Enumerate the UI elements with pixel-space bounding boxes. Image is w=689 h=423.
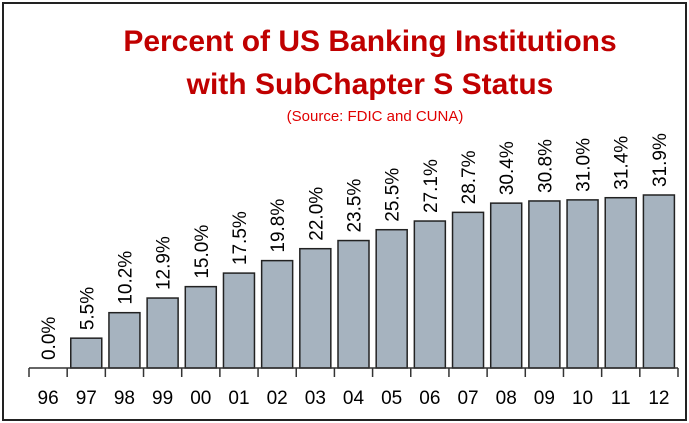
chart-title: Percent of US Banking Institutions with … bbox=[123, 25, 617, 101]
bar bbox=[108, 311, 141, 369]
x-tick-label: 99 bbox=[152, 388, 173, 409]
x-tick-label: 98 bbox=[114, 388, 135, 409]
x-tick-label: 11 bbox=[611, 388, 631, 409]
bar bbox=[489, 202, 523, 369]
bar bbox=[299, 247, 332, 369]
value-label: 31.0% bbox=[574, 138, 595, 192]
bar bbox=[566, 199, 599, 369]
value-label: 31.4% bbox=[612, 136, 633, 190]
bar bbox=[146, 297, 179, 369]
x-tick-label: 00 bbox=[190, 388, 211, 409]
bar bbox=[413, 220, 447, 369]
value-label: 0.0% bbox=[39, 317, 60, 360]
bar bbox=[184, 285, 218, 369]
x-tick-label: 05 bbox=[381, 388, 402, 409]
x-tick-label: 07 bbox=[457, 388, 478, 409]
x-tick-label: 03 bbox=[305, 388, 326, 409]
x-tick-label: 01 bbox=[228, 388, 249, 409]
x-tick-label: 02 bbox=[267, 388, 288, 409]
value-label: 31.9% bbox=[650, 133, 671, 187]
x-tick-label: 96 bbox=[38, 388, 59, 409]
value-label: 30.8% bbox=[535, 139, 556, 193]
chart-subtitle: (Source: FDIC and CUNA) bbox=[286, 108, 464, 125]
bar bbox=[222, 272, 256, 369]
bar bbox=[604, 196, 637, 369]
value-label: 22.0% bbox=[306, 187, 327, 241]
value-label: 12.9% bbox=[154, 236, 175, 290]
bar bbox=[375, 228, 408, 369]
value-label: 10.2% bbox=[115, 251, 136, 305]
x-tick-label: 08 bbox=[496, 388, 517, 409]
value-label: 28.7% bbox=[459, 150, 480, 204]
x-tick-label: 10 bbox=[572, 388, 593, 409]
bar bbox=[70, 337, 103, 369]
x-tick-label: 04 bbox=[343, 388, 365, 409]
value-label: 30.4% bbox=[497, 141, 518, 195]
x-tick-label: 12 bbox=[648, 388, 669, 409]
x-tick-label: 97 bbox=[76, 388, 97, 409]
value-label: 17.5% bbox=[230, 211, 251, 265]
value-label: 15.0% bbox=[192, 225, 213, 279]
bar bbox=[528, 200, 561, 369]
bar bbox=[642, 194, 676, 369]
value-label: 25.5% bbox=[383, 168, 404, 222]
bar bbox=[451, 211, 485, 369]
value-label: 23.5% bbox=[345, 179, 366, 233]
value-label: 27.1% bbox=[421, 159, 442, 213]
bar bbox=[260, 259, 294, 369]
x-tick-label: 09 bbox=[534, 388, 555, 409]
value-label: 5.5% bbox=[77, 287, 98, 330]
value-label: 19.8% bbox=[268, 199, 289, 253]
bar bbox=[337, 239, 370, 369]
x-tick-label: 06 bbox=[419, 388, 440, 409]
